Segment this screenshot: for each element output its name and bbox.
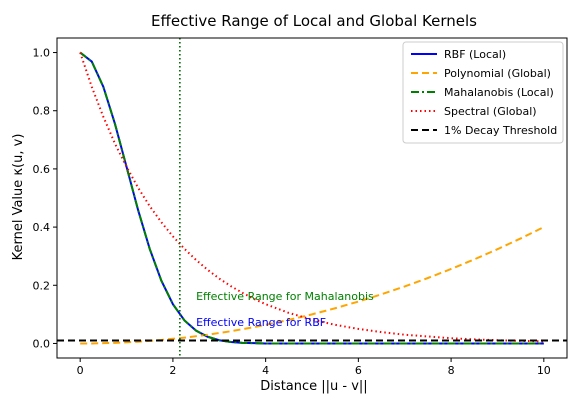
x-tick-label: 8 <box>448 364 455 377</box>
legend: RBF (Local) Polynomial (Global) Mahalanobi… <box>402 41 564 144</box>
series-line-polynomial-global <box>80 226 545 345</box>
legend-label: 1% Decay Threshold <box>444 124 557 137</box>
annotation-mahalanobis-range: Effective Range for Mahalanobis <box>196 290 374 303</box>
chart-title: Effective Range of Local and Global Kern… <box>151 12 477 30</box>
legend-label: RBF (Local) <box>444 48 506 61</box>
plot-lines <box>57 38 567 358</box>
y-tick-label: 0.8 <box>33 105 51 118</box>
x-tick-label: 2 <box>169 364 176 377</box>
y-tick-label: 0.4 <box>33 221 51 234</box>
y-axis-title: Kernel Value κ(u, v) <box>11 134 26 261</box>
annotations: Effective Range for Mahalanobis Effective… <box>196 290 374 329</box>
annotation-rbf-range: Effective Range for RBF <box>196 316 326 329</box>
x-axis-title: Distance ||u - v|| <box>260 379 367 394</box>
x-tick-label: 0 <box>77 364 84 377</box>
x-axis: 0 2 4 6 8 10 <box>77 358 551 377</box>
x-tick-label: 6 <box>355 364 362 377</box>
y-axis: 0.0 0.2 0.4 0.6 0.8 1.0 <box>33 47 57 350</box>
x-tick-label: 4 <box>262 364 269 377</box>
legend-label: Polynomial (Global) <box>444 67 551 80</box>
y-tick-label: 0.2 <box>33 279 51 292</box>
series-line-spectral-global <box>79 52 544 343</box>
legend-box <box>402 41 564 144</box>
y-tick-label: 1.0 <box>33 47 51 60</box>
legend-label: Spectral (Global) <box>444 105 537 118</box>
x-tick-label: 10 <box>537 364 551 377</box>
legend-label: Mahalanobis (Local) <box>444 86 554 99</box>
series-line-mahalanobis-local <box>79 51 544 345</box>
y-tick-label: 0.0 <box>33 337 51 350</box>
plot-frame <box>56 37 568 359</box>
y-tick-label: 0.6 <box>33 163 51 176</box>
